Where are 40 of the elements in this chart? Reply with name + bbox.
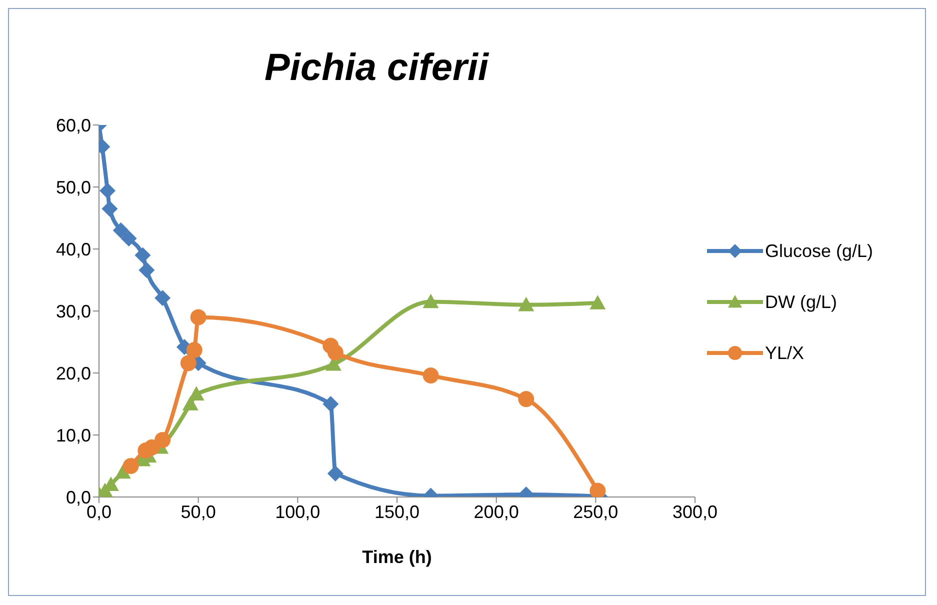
point <box>120 230 137 246</box>
point <box>518 391 534 408</box>
point <box>134 247 151 264</box>
legend-label: Glucose (g/L) <box>765 240 874 262</box>
point <box>186 342 202 358</box>
point <box>422 294 439 308</box>
chart-title: Pichia ciferii <box>264 47 490 90</box>
x-tick-label: 300,0 <box>672 502 718 522</box>
point <box>182 396 198 410</box>
y-tick-label: 40,0 <box>56 239 91 260</box>
x-tick-label: 250,0 <box>573 502 618 522</box>
y-tick-label: 50,0 <box>56 177 91 198</box>
y-tick-label: 60,0 <box>56 115 91 136</box>
point <box>154 290 171 306</box>
point <box>190 309 206 326</box>
x-tick-label: 150,0 <box>374 502 420 522</box>
y-tick-label: 20,0 <box>56 363 91 384</box>
x-tick-label: 100,0 <box>275 502 320 522</box>
point <box>590 482 606 497</box>
point <box>144 439 160 456</box>
point <box>122 458 139 474</box>
point <box>112 222 129 238</box>
point <box>327 465 344 482</box>
point <box>322 396 339 412</box>
point <box>100 182 116 199</box>
x-tick-label: 50,0 <box>180 502 216 522</box>
x-axis-title: Time (h) <box>362 547 432 567</box>
point <box>102 200 118 217</box>
legend-label: DW (g/L) <box>765 292 837 312</box>
point <box>518 296 534 312</box>
point <box>138 262 155 278</box>
point <box>327 344 344 361</box>
point <box>180 355 196 372</box>
point <box>422 367 439 384</box>
x-tick-label: 200,0 <box>474 502 519 522</box>
point <box>154 432 171 448</box>
y-tick-label: 10,0 <box>56 425 91 446</box>
point <box>590 294 606 310</box>
y-tick-label: 30,0 <box>56 301 91 322</box>
legend-label: YL/X <box>765 342 804 364</box>
